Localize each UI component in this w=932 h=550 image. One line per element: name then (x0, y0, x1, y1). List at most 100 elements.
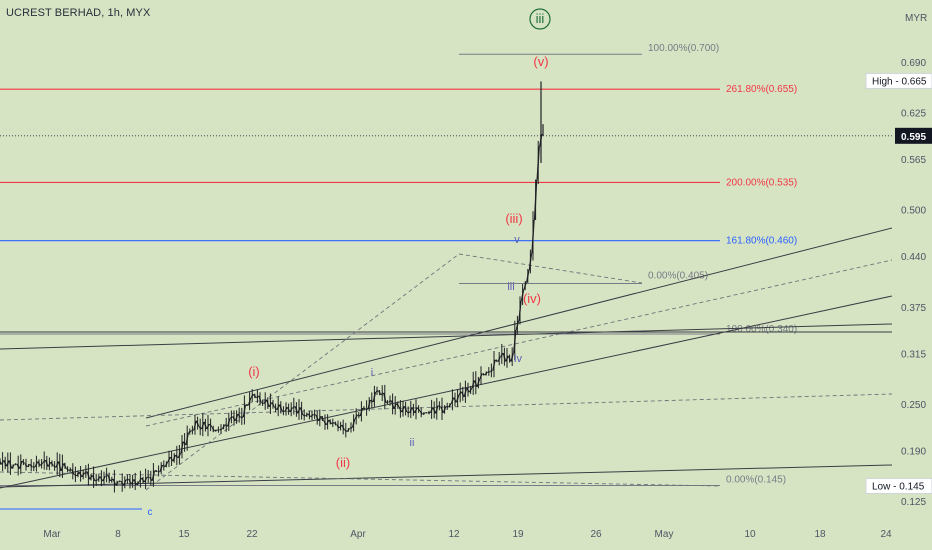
candle-body (120, 480, 124, 486)
y-tick-label: 0.690 (901, 58, 926, 69)
candle-body (29, 463, 33, 468)
high-badge (865, 72, 932, 89)
candle-body (138, 477, 143, 483)
candle-body (188, 430, 192, 434)
candle-body (388, 399, 392, 403)
x-tick-label: Mar (43, 529, 61, 540)
candle-body (164, 461, 169, 468)
candle-body (126, 478, 129, 481)
candle-body (471, 380, 475, 389)
candle-body (453, 397, 457, 403)
candle-body (398, 406, 403, 413)
candle-body (505, 355, 509, 362)
candle-body (515, 320, 520, 330)
fib-level-label: 100.00%(0.340) (726, 324, 797, 335)
candle-body (474, 380, 478, 388)
candle-body (359, 407, 364, 417)
candle-body (302, 414, 306, 417)
candle-body (8, 460, 13, 469)
candle-body (318, 415, 322, 422)
wave-label: (iii) (505, 211, 522, 226)
candle-body (367, 399, 371, 410)
candle-body (130, 479, 135, 485)
candle-body (370, 399, 374, 403)
candle-body (47, 461, 52, 467)
candle-body (183, 441, 187, 446)
candle-body (276, 404, 280, 411)
candle-body (66, 467, 70, 472)
candle-body (333, 422, 337, 426)
chart-title: UCREST BERHAD, 1h, MYX (6, 7, 151, 19)
candle-body (177, 452, 182, 459)
candle-body (11, 464, 15, 469)
candle-body (354, 414, 358, 420)
candle-body (60, 463, 65, 472)
candle-body (500, 352, 504, 357)
candle-body (263, 399, 267, 404)
candle-body (463, 388, 468, 398)
x-tick-label: 12 (448, 529, 460, 540)
candle-body (305, 413, 309, 417)
candle-body (167, 456, 171, 463)
candle-body (442, 406, 447, 413)
fib-level-label: 200.00%(0.535) (726, 177, 797, 188)
candle-body (416, 407, 421, 412)
y-tick-label: 0.375 (901, 303, 926, 314)
candle-body (128, 479, 132, 485)
candle-body (53, 464, 57, 468)
fib-level-label: 100.00%(0.700) (648, 43, 719, 54)
candles-group (0, 133, 543, 493)
x-tick-label: 18 (814, 529, 826, 540)
candle-body (162, 464, 166, 468)
candle-body (3, 460, 7, 467)
candle-body (169, 456, 174, 462)
candle-body (497, 356, 501, 362)
candle-body (409, 407, 413, 414)
y-tick-label: 0.125 (901, 497, 926, 508)
candle-body (193, 420, 197, 431)
candle-body (19, 460, 23, 469)
wave-label: v (514, 234, 520, 246)
candle-body (377, 390, 382, 396)
candle-body (224, 424, 228, 427)
candle-body (266, 399, 270, 407)
candle-body (297, 407, 301, 414)
wave-label: iii (507, 281, 514, 293)
x-tick-label: 15 (178, 529, 190, 540)
candle-body (403, 406, 408, 413)
candle-body (422, 412, 426, 415)
candle-body (286, 406, 291, 413)
candle-body (279, 404, 283, 411)
candle-body (528, 253, 533, 271)
last-price-badge-text: 0.595 (901, 132, 926, 143)
candle-body (299, 407, 304, 416)
candle-body (331, 421, 335, 425)
candle-body (362, 407, 366, 410)
candle-body (34, 461, 39, 468)
candle-body (84, 471, 88, 474)
x-tick-label: 8 (115, 529, 121, 540)
candle-body (320, 415, 325, 422)
candle-body (495, 359, 499, 363)
candle-body (440, 406, 444, 413)
candle-body (211, 426, 215, 432)
candle-body (229, 415, 233, 419)
candle-body (349, 426, 353, 429)
wave-label: i (371, 367, 373, 379)
candle-body (450, 397, 455, 404)
candle-body (0, 460, 5, 465)
candle-body (112, 478, 117, 486)
candle-body (375, 389, 379, 393)
candle-body (315, 414, 319, 422)
candle-body (237, 413, 241, 418)
candle-body (448, 403, 452, 408)
candle-body (406, 411, 410, 414)
candle-body (115, 481, 119, 486)
candle-body (489, 369, 493, 373)
candle-body (466, 387, 470, 393)
wave-label: ii (410, 437, 415, 449)
candle-body (445, 405, 449, 408)
price-axis-panel (892, 0, 932, 550)
